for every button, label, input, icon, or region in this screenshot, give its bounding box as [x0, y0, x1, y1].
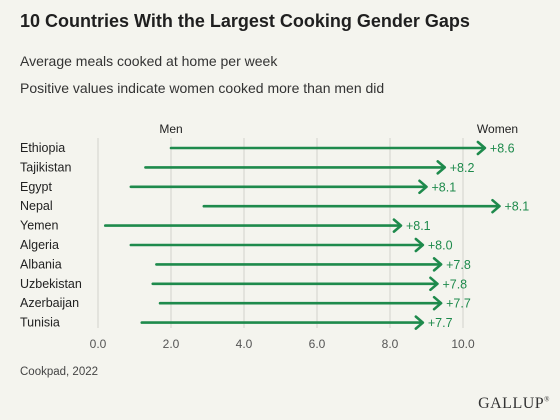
arrow-head — [392, 218, 403, 233]
category-label: Algeria — [20, 238, 59, 252]
x-tick-label: 10.0 — [451, 337, 475, 351]
gap-value-label: +8.1 — [505, 200, 530, 214]
chart-subtitle: Average meals cooked at home per week — [20, 53, 278, 69]
legend-men: Men — [159, 122, 182, 136]
gap-value-label: +7.7 — [446, 297, 471, 311]
x-tick-label: 6.0 — [309, 337, 326, 351]
category-label: Ethiopia — [20, 141, 65, 155]
arrow-head — [432, 295, 443, 311]
x-tick-label: 8.0 — [382, 337, 399, 351]
arrow-head — [436, 160, 447, 175]
category-label: Egypt — [20, 180, 52, 194]
gap-value-label: +7.8 — [446, 258, 471, 272]
arrow-head — [432, 257, 443, 272]
gap-value-label: +8.0 — [428, 239, 453, 253]
gap-value-label: +8.1 — [406, 219, 431, 233]
arrow-head — [476, 140, 487, 156]
gap-value-label: +8.6 — [490, 142, 515, 156]
category-label: Albania — [20, 257, 62, 271]
arrow-head — [429, 276, 439, 292]
category-label: Nepal — [20, 199, 53, 213]
logo-text: GALLUP — [478, 395, 545, 412]
category-label: Tunisia — [20, 316, 60, 330]
x-tick-label: 4.0 — [236, 337, 253, 351]
gap-value-label: +7.8 — [442, 277, 467, 291]
legend-women: Women — [477, 122, 518, 136]
x-tick-label: 0.0 — [90, 337, 107, 351]
arrow-head — [414, 237, 425, 253]
x-tick-label: 2.0 — [163, 337, 180, 351]
gallup-logo: GALLUP® — [478, 395, 550, 412]
arrow-head — [414, 315, 425, 330]
category-label: Azerbaijan — [20, 296, 79, 310]
gap-value-label: +8.1 — [432, 180, 457, 194]
arrow-head — [491, 198, 501, 214]
category-label: Tajikistan — [20, 160, 71, 174]
chart-note: Positive values indicate women cooked mo… — [20, 80, 385, 96]
source-note: Cookpad, 2022 — [20, 366, 99, 378]
arrow-head — [418, 179, 428, 195]
chart-title: 10 Countries With the Largest Cooking Ge… — [20, 11, 470, 31]
gap-value-label: +7.7 — [428, 316, 453, 330]
category-label: Uzbekistan — [20, 277, 82, 291]
gap-value-label: +8.2 — [450, 161, 475, 175]
category-label: Yemen — [20, 219, 59, 233]
